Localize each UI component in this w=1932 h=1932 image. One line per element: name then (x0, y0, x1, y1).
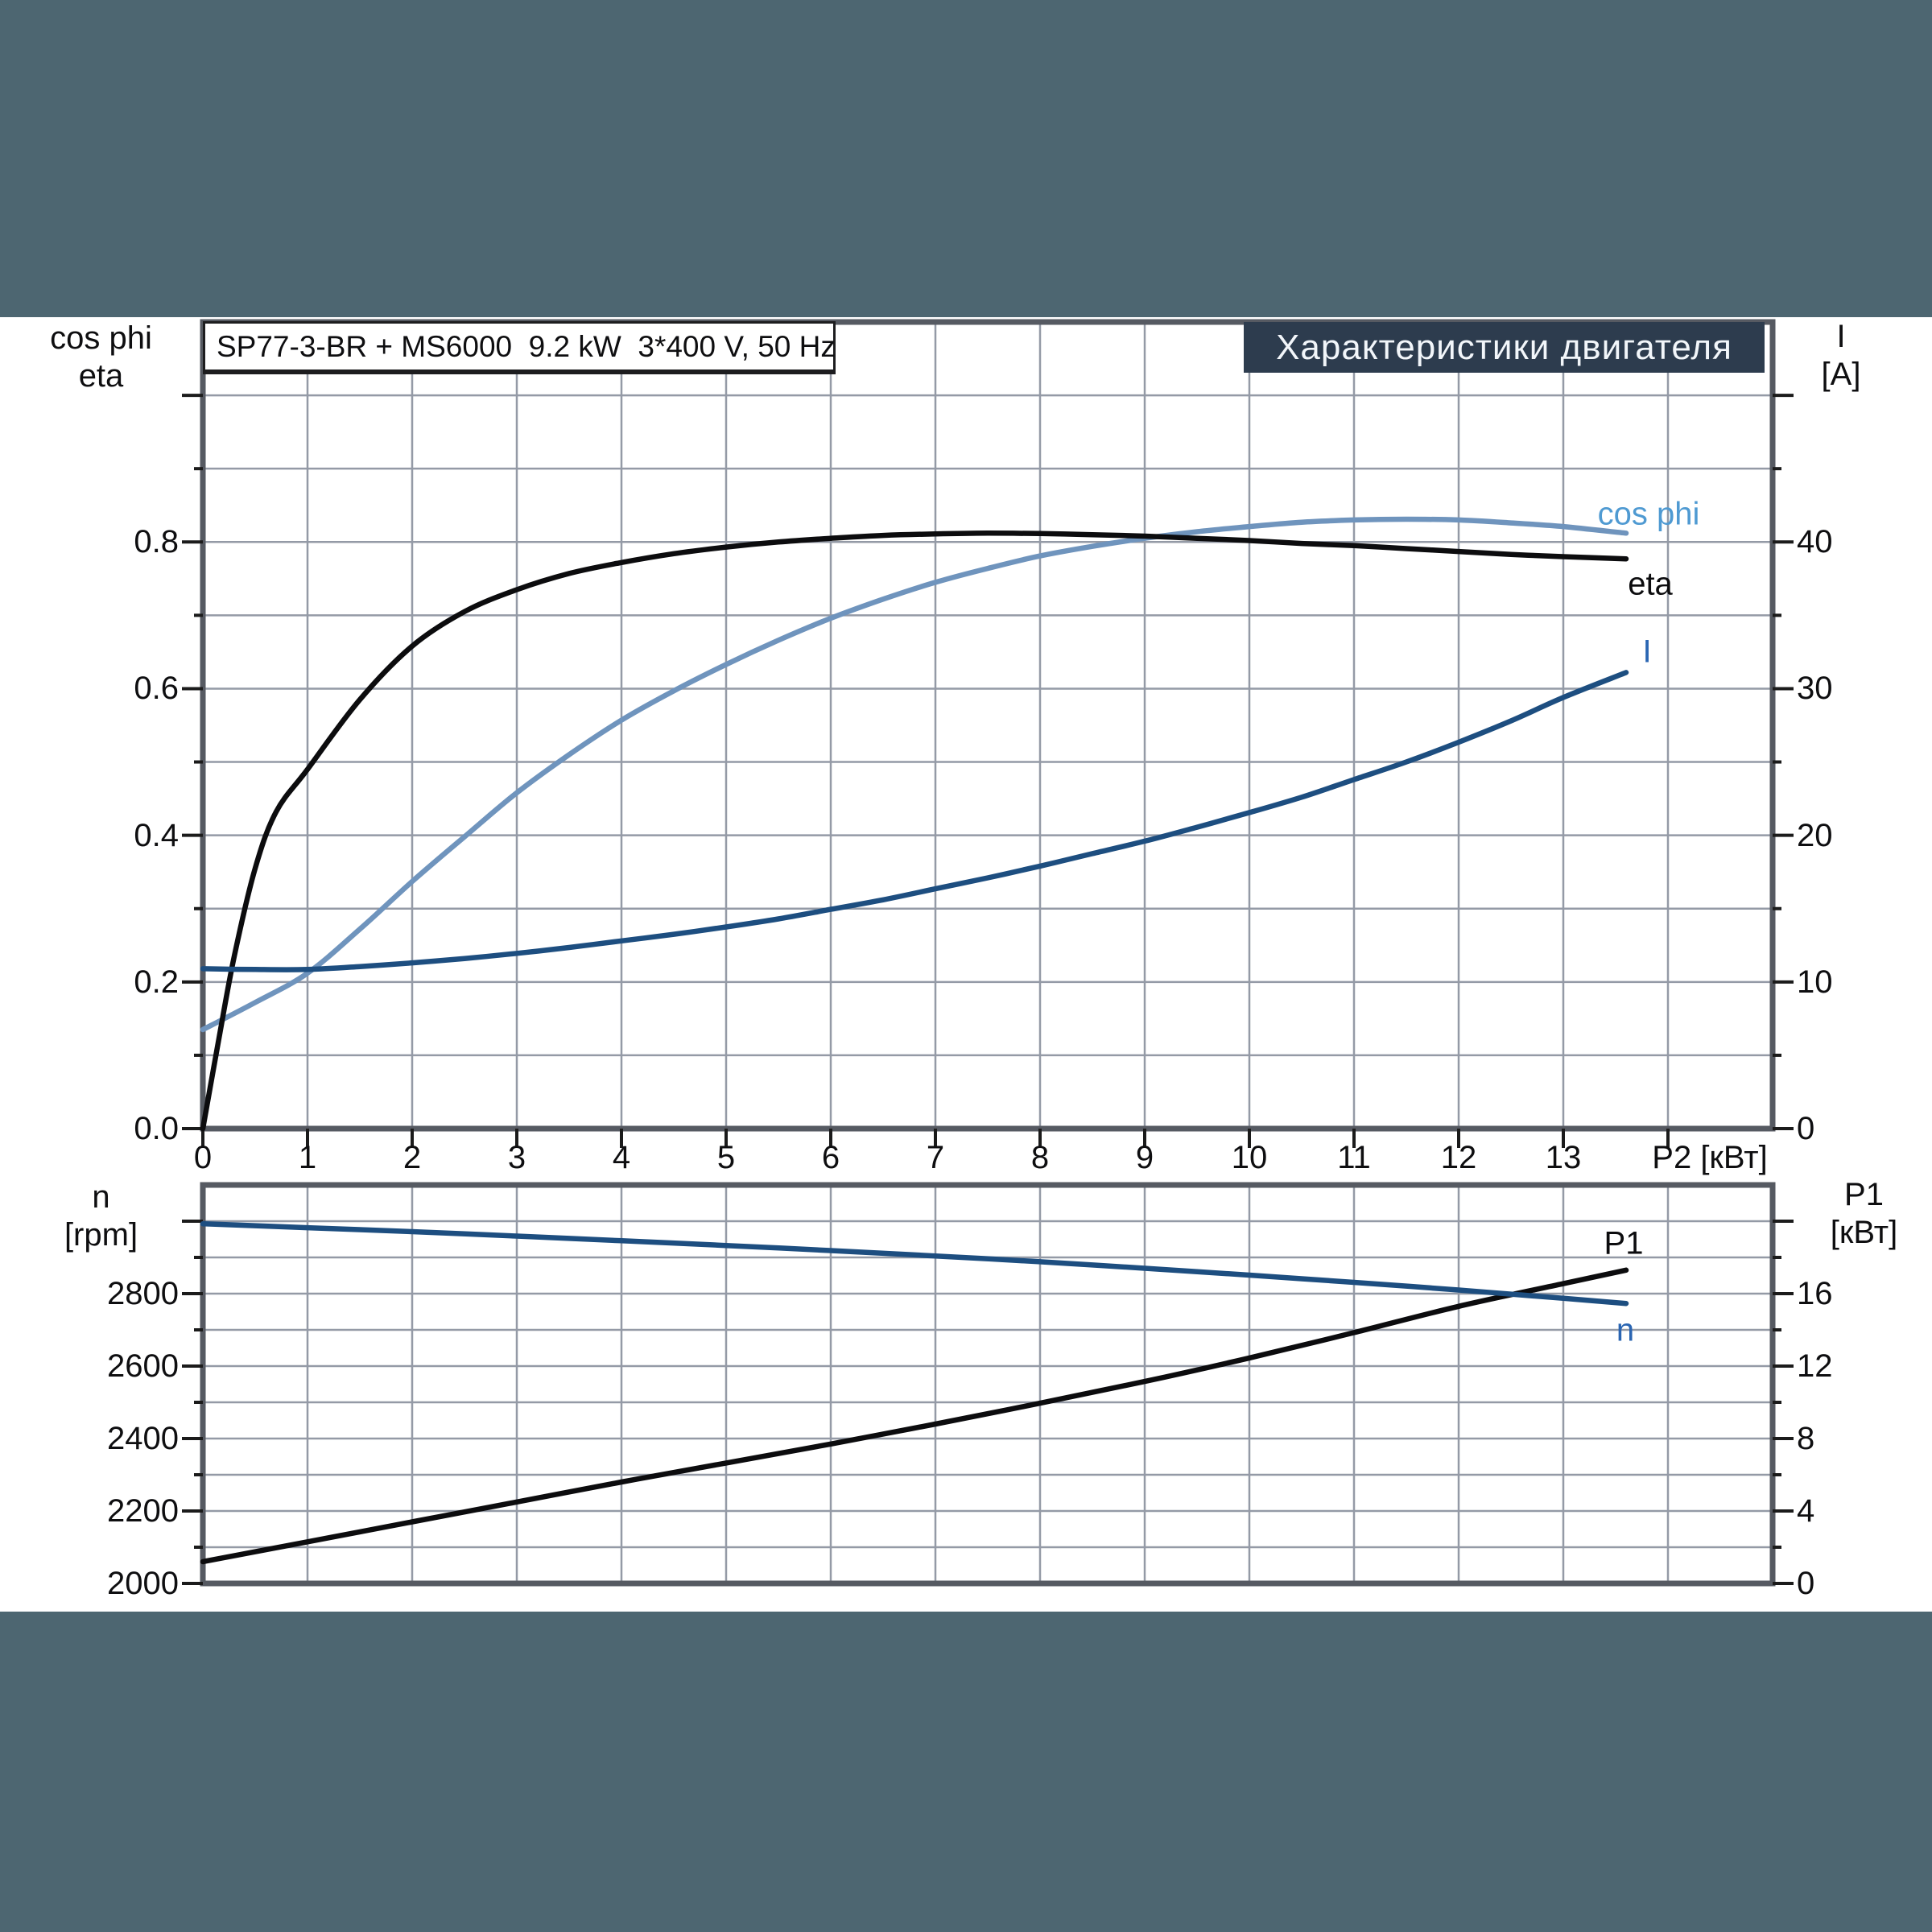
curve-current (200, 670, 1629, 972)
y-left-tick-label: 2200 (107, 1493, 179, 1529)
bottom-right-axis-header: P1 [кВт] (1802, 1176, 1926, 1252)
curve-label-cosphi: cos phi (1597, 496, 1700, 532)
motor-electrical-curves (200, 516, 1629, 1132)
p1-axis-label: P1 (1844, 1177, 1884, 1212)
curve-p1 (200, 1267, 1629, 1565)
y-left-tick-label: 2600 (107, 1348, 179, 1384)
speed-axis-unit: [rpm] (64, 1217, 138, 1253)
top-left-axis-header: cos phi eta (23, 320, 180, 395)
y-left-tick-label: 0.6 (134, 671, 179, 707)
motor-electrical-plot-border (200, 319, 1776, 1132)
curve-eta (200, 530, 1629, 1132)
current-axis-label: I (1836, 319, 1846, 354)
motor-speed-power-plot-border (200, 1182, 1776, 1587)
motor-electrical-grid (203, 322, 1773, 1129)
y-right-tick-label: 10 (1797, 964, 1833, 1000)
p1-axis-unit: [кВт] (1830, 1215, 1898, 1250)
x-tick-label: 2 (402, 1140, 422, 1175)
y-left-tick-label: 2400 (107, 1421, 179, 1456)
x-tick-label: 11 (1337, 1140, 1371, 1175)
motor-speed-power-curves (200, 1220, 1629, 1565)
x-tick-label: 5 (716, 1140, 736, 1175)
x-axis-unit-label: P2 [кВт] (1652, 1140, 1768, 1175)
curve-label-eta: eta (1628, 566, 1673, 602)
x-tick-label: 4 (612, 1140, 631, 1175)
x-tick-label: 6 (821, 1140, 840, 1175)
x-tick-label: 13 (1545, 1140, 1582, 1175)
y-right-tick-label: 4 (1797, 1493, 1815, 1529)
y-right-tick-label: 30 (1797, 671, 1833, 707)
current-axis-unit: [A] (1821, 357, 1861, 392)
curve-speed (200, 1220, 1629, 1307)
curve-label-speed: n (1616, 1312, 1635, 1348)
x-tick-label: 1 (298, 1140, 317, 1175)
y-left-tick-label: 0.2 (134, 964, 179, 1000)
motor-electrical-group (182, 319, 1794, 1148)
motor-electrical-ticks (182, 394, 1794, 1148)
motor-speed-power-grid (203, 1185, 1773, 1583)
bottom-left-axis-header: n [rpm] (23, 1179, 180, 1254)
y-left-tick-label: 2000 (107, 1566, 179, 1601)
motor-speed-power-group (182, 1182, 1794, 1587)
y-right-tick-label: 16 (1797, 1276, 1833, 1311)
x-tick-label: 9 (1135, 1140, 1154, 1175)
y-right-tick-label: 20 (1797, 817, 1833, 853)
y-right-tick-label: 12 (1797, 1348, 1833, 1384)
y-left-tick-label: 0.8 (134, 524, 179, 560)
y-right-tick-label: 8 (1797, 1421, 1815, 1456)
x-tick-label: 0 (193, 1140, 213, 1175)
speed-axis-label: n (92, 1179, 110, 1215)
y-left-tick-label: 2800 (107, 1276, 179, 1311)
x-tick-label: 7 (926, 1140, 945, 1175)
motor-speed-power-ticks (182, 1220, 1794, 1585)
eta-axis-label: eta (78, 358, 124, 394)
y-left-tick-label: 0.0 (134, 1111, 179, 1146)
x-tick-label: 12 (1440, 1140, 1477, 1175)
pump-title-box: SP77-3-BR + MS6000 9.2 kW 3*400 V, 50 Hz (203, 321, 836, 374)
curve-cosphi (200, 516, 1629, 1033)
y-right-tick-label: 0 (1797, 1566, 1815, 1601)
cos-phi-axis-label: cos phi (50, 320, 152, 356)
curve-label-current: I (1642, 634, 1652, 670)
curve-label-p1: P1 (1604, 1225, 1644, 1261)
y-left-tick-label: 0.4 (134, 817, 179, 853)
x-tick-label: 8 (1030, 1140, 1050, 1175)
chart-title-banner: Характеристики двигателя (1244, 322, 1765, 373)
x-tick-label: 10 (1231, 1140, 1268, 1175)
y-right-tick-label: 0 (1797, 1111, 1815, 1146)
x-tick-label: 3 (507, 1140, 526, 1175)
top-right-axis-header: I [A] (1789, 318, 1893, 394)
y-right-tick-label: 40 (1797, 524, 1833, 560)
